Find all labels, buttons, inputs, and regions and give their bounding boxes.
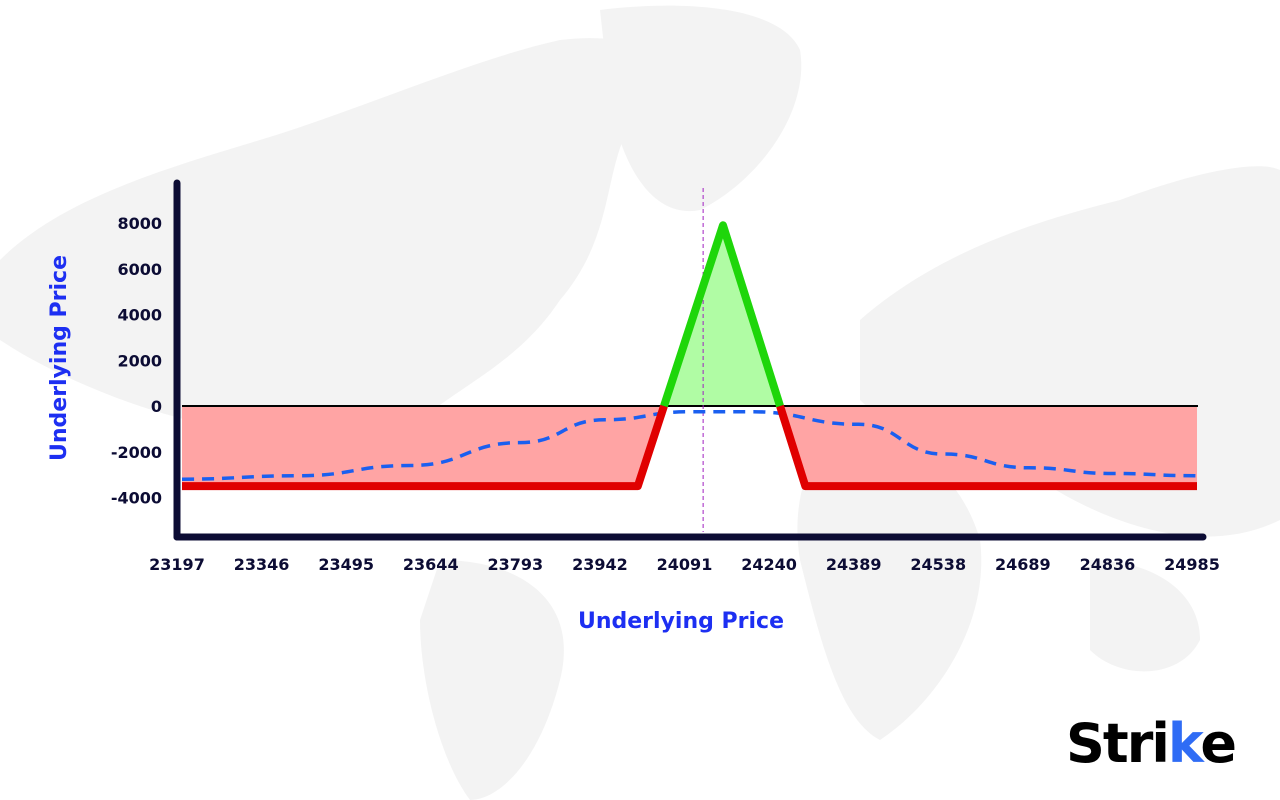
x-tick-label: 24389 <box>826 555 882 574</box>
y-tick-label: 4000 <box>117 306 162 325</box>
x-axis-label: Underlying Price <box>578 609 784 634</box>
logo-text-part: k <box>1167 712 1202 775</box>
y-tick-label: 6000 <box>117 260 162 279</box>
y-tick-label: 0 <box>151 397 162 416</box>
y-tick-label: 8000 <box>117 214 162 233</box>
x-tick-label: 23793 <box>487 555 543 574</box>
loss-area-right <box>780 406 1197 487</box>
logo-text-part: Stri <box>1066 712 1170 775</box>
x-tick-label: 24985 <box>1164 555 1220 574</box>
y-tick-label: 2000 <box>117 351 162 370</box>
logo-text-part: e <box>1200 712 1237 775</box>
loss-line-right <box>776 404 1197 491</box>
x-tick-label: 24538 <box>910 555 966 574</box>
x-tick-label: 24240 <box>741 555 797 574</box>
x-tick-label: 24091 <box>657 555 713 574</box>
x-tick-label: 23495 <box>318 555 374 574</box>
loss-area-left <box>182 406 664 487</box>
x-tick-label: 24836 <box>1080 555 1136 574</box>
y-tick-label: -2000 <box>111 443 162 462</box>
payoff-today-dashed-line <box>181 409 1198 481</box>
x-tick-label: 23942 <box>572 555 628 574</box>
strike-logo: Strike <box>1066 712 1237 775</box>
x-tick-label: 23197 <box>149 555 205 574</box>
y-axis-label: Underlying Price <box>47 255 72 461</box>
loss-line-left <box>182 404 668 491</box>
profit-area <box>663 225 781 406</box>
y-tick-label: -4000 <box>111 489 162 508</box>
x-tick-label: 23346 <box>234 555 290 574</box>
x-tick-label: 24689 <box>995 555 1051 574</box>
x-tick-label: 23644 <box>403 555 459 574</box>
profit-line <box>660 221 784 408</box>
